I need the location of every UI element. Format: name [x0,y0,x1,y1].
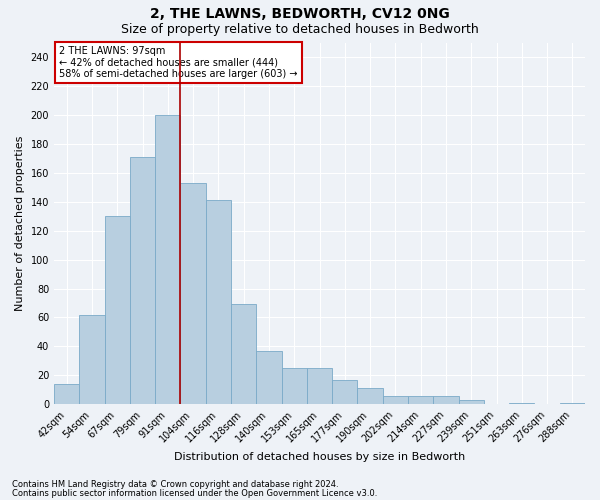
Bar [181,183,206,404]
Bar [155,115,181,405]
Text: Contains HM Land Registry data © Crown copyright and database right 2024.: Contains HM Land Registry data © Crown c… [12,480,338,489]
Y-axis label: Number of detached properties: Number of detached properties [15,136,25,311]
Bar [79,314,104,404]
Bar [281,368,307,405]
Bar [130,157,155,404]
Bar [54,384,79,404]
Bar [206,200,231,404]
Bar [358,388,383,404]
Bar [231,304,256,404]
Bar [332,380,358,404]
Text: Contains public sector information licensed under the Open Government Licence v3: Contains public sector information licen… [12,489,377,498]
Text: 2, THE LAWNS, BEDWORTH, CV12 0NG: 2, THE LAWNS, BEDWORTH, CV12 0NG [150,8,450,22]
Bar [458,400,484,404]
Bar [408,396,433,404]
Bar [256,351,281,405]
Text: Size of property relative to detached houses in Bedworth: Size of property relative to detached ho… [121,22,479,36]
Bar [383,396,408,404]
X-axis label: Distribution of detached houses by size in Bedworth: Distribution of detached houses by size … [174,452,465,462]
Bar [433,396,458,404]
Bar [307,368,332,405]
Text: 2 THE LAWNS: 97sqm
← 42% of detached houses are smaller (444)
58% of semi-detach: 2 THE LAWNS: 97sqm ← 42% of detached hou… [59,46,298,80]
Bar [104,216,130,404]
Bar [509,403,535,404]
Bar [560,403,585,404]
